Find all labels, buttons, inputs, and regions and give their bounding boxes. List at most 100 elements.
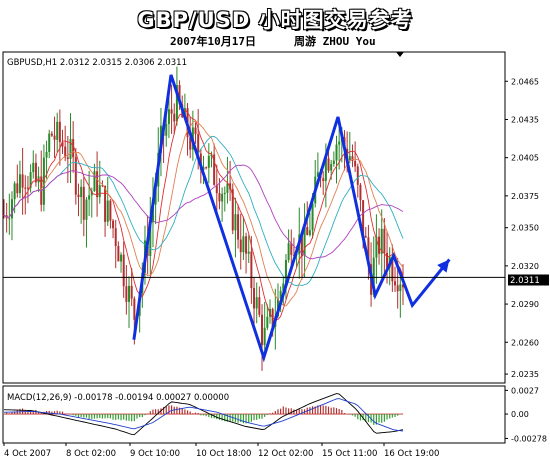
candle-body: [72, 139, 75, 158]
candle-body: [239, 239, 242, 253]
candle-body: [104, 185, 107, 222]
header-author: 周游 ZHOU You: [294, 35, 376, 48]
candle-body: [364, 235, 367, 238]
candle-body: [237, 214, 240, 240]
sma-slow-line: [3, 164, 404, 260]
candle-body: [48, 133, 51, 152]
x-tick-label: 9 Oct 10:00: [130, 449, 180, 459]
candle-body: [197, 134, 200, 154]
header-date: 2007年10月17日: [170, 35, 256, 48]
candle-body: [255, 297, 258, 309]
candle-body: [359, 184, 362, 201]
candle-body: [173, 113, 176, 122]
forecast-arrowhead: [437, 259, 450, 273]
candle-body: [226, 183, 229, 193]
candle-body: [42, 157, 45, 205]
candle-body: [213, 154, 216, 185]
candle-body: [74, 157, 77, 195]
y-tick-label: 2.0290: [511, 300, 539, 309]
candle-body: [21, 174, 24, 188]
candle-body: [221, 193, 224, 202]
y-tick-label: 2.0405: [511, 154, 539, 163]
candle-body: [90, 191, 93, 196]
candle-body: [391, 256, 394, 282]
candle-body: [45, 151, 48, 158]
candle-body: [380, 228, 383, 254]
macd-signal-line: [3, 398, 404, 432]
main-panel-frame: [2, 51, 506, 384]
candle-body: [85, 199, 88, 220]
candle-body: [253, 287, 256, 309]
candle-body: [306, 226, 309, 235]
macd-y-tick-label: 0.00: [511, 410, 529, 419]
candle-body: [394, 281, 397, 286]
candle-body: [205, 167, 208, 169]
candle-body: [367, 237, 370, 265]
candle-body: [178, 85, 181, 105]
candle-body: [114, 228, 117, 247]
candle-body: [189, 137, 192, 150]
candle-body: [29, 172, 32, 188]
forecast-zigzag-line: [132, 74, 451, 363]
candle-body: [402, 284, 404, 288]
y-tick-label: 2.0375: [511, 192, 539, 201]
candle-body: [175, 85, 178, 122]
x-tick-label: 8 Oct 02:00: [66, 449, 116, 459]
candle-body: [258, 297, 261, 315]
candle-body: [120, 254, 123, 262]
candle-body: [154, 186, 157, 205]
candle-body: [354, 160, 357, 167]
candle-body: [10, 199, 13, 219]
candle-body: [378, 236, 381, 254]
candle-body: [399, 284, 402, 292]
y-tick-label: 2.0435: [511, 115, 539, 124]
candle-body: [77, 194, 80, 198]
candle-body: [207, 155, 210, 168]
candle-body: [279, 290, 282, 299]
candle-body: [231, 189, 234, 231]
candle-body: [247, 251, 250, 254]
y-tick-label: 2.0260: [511, 338, 539, 347]
candle-body: [338, 141, 341, 145]
candle-body: [218, 193, 221, 202]
candle-body: [316, 172, 319, 177]
candle-body: [303, 226, 306, 257]
candle-body: [18, 174, 21, 194]
candle-body: [109, 200, 112, 221]
candle-body: [122, 254, 125, 287]
candle-body: [16, 183, 19, 194]
candle-body: [348, 156, 351, 161]
candle-body: [308, 230, 311, 235]
macd-label: MACD(12,26,9) -0.00178 -0.00194 0.00027 …: [7, 393, 229, 403]
candle-body: [223, 192, 226, 194]
candle-body: [133, 298, 136, 320]
candle-body: [66, 157, 69, 159]
current-price-label: 2.0311: [510, 276, 540, 286]
candle-body: [324, 158, 327, 181]
candle-body: [82, 186, 85, 220]
candle-body: [117, 246, 120, 262]
x-tick-label: 15 Oct 11:00: [322, 449, 377, 459]
macd-y-tick-label: -0.00278: [511, 434, 547, 443]
candle-body: [56, 121, 59, 140]
candle-body: [250, 251, 253, 288]
candle-body: [362, 200, 365, 236]
candle-body: [106, 200, 109, 222]
x-tick-label: 16 Oct 19:00: [384, 449, 439, 459]
candle-body: [282, 283, 285, 291]
current-price-badge: [508, 274, 549, 286]
candle-body: [149, 222, 152, 256]
x-tick-label: 4 Oct 2007: [4, 449, 51, 459]
candle-body: [351, 156, 354, 161]
macd-line: [3, 393, 404, 436]
candle-body: [53, 135, 56, 140]
candle-body: [50, 133, 53, 136]
candle-body: [61, 142, 64, 147]
candle-body: [332, 160, 335, 164]
candle-body: [335, 144, 338, 161]
candle-body: [290, 243, 293, 256]
candle-body: [245, 236, 248, 254]
candle-body: [167, 109, 170, 125]
